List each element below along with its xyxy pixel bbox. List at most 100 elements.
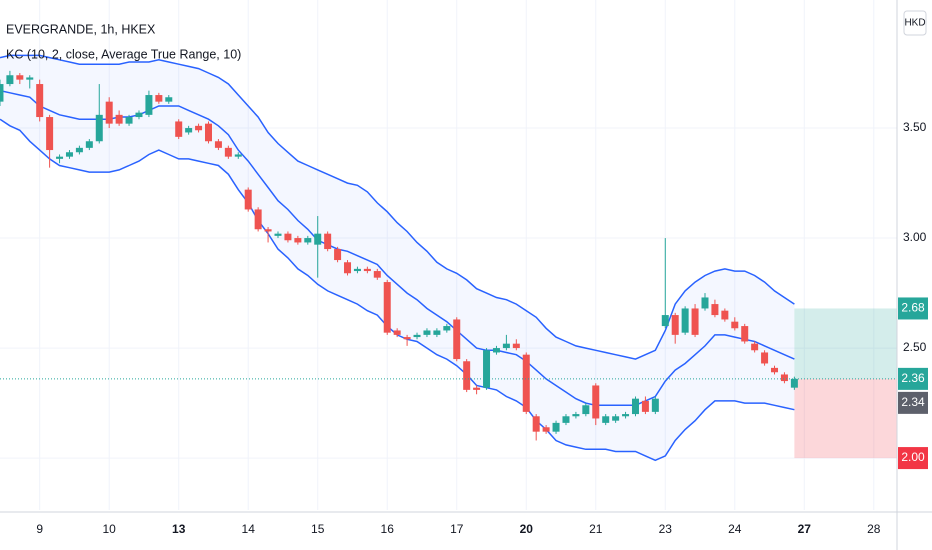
candle-body xyxy=(363,268,371,272)
candle-body xyxy=(741,326,749,342)
candle-body xyxy=(522,354,530,412)
target-zone xyxy=(794,308,897,379)
candle-body xyxy=(105,101,113,124)
candle-body xyxy=(56,156,64,159)
candle-body xyxy=(780,374,788,382)
candle-body xyxy=(204,123,212,142)
price-label: 2.34 xyxy=(901,395,925,409)
candle-body xyxy=(383,282,391,333)
x-tick-label: 10 xyxy=(103,522,117,536)
candle-body xyxy=(334,249,342,261)
candle-body xyxy=(254,209,262,230)
x-tick-label: 23 xyxy=(659,522,673,536)
y-tick-label: 2.50 xyxy=(903,340,927,354)
candle-body xyxy=(284,233,292,241)
x-tick-label: 27 xyxy=(798,522,812,536)
y-tick-label: 3.00 xyxy=(903,230,927,244)
price-label-box xyxy=(898,297,928,320)
candle-body xyxy=(244,189,252,210)
plot-area xyxy=(0,0,897,510)
candle-body xyxy=(622,414,630,417)
candle-body xyxy=(542,427,550,432)
candle-body xyxy=(532,416,540,432)
x-tick-label: 16 xyxy=(381,522,395,536)
candle-body xyxy=(353,268,361,272)
candle-body xyxy=(274,233,282,236)
symbol-title: EVERGRANDE, 1h, HKEX xyxy=(6,22,156,36)
candle-body xyxy=(304,238,312,243)
candle-body xyxy=(65,152,73,157)
candle-body xyxy=(592,385,600,419)
y-tick-label: 3.50 xyxy=(903,120,927,134)
candle-body xyxy=(125,117,133,124)
candle-body xyxy=(175,121,183,137)
x-tick-label: 28 xyxy=(867,522,881,536)
candle-body xyxy=(453,319,461,360)
candle-body xyxy=(602,416,610,423)
candle-body xyxy=(631,398,639,415)
currency: HKD xyxy=(904,18,925,29)
candle-body xyxy=(393,330,401,335)
candle-body xyxy=(572,414,580,417)
candle-body xyxy=(155,95,163,102)
candle-body xyxy=(671,315,679,335)
candle-body xyxy=(562,416,570,423)
candle-body xyxy=(294,238,302,243)
x-tick-label: 13 xyxy=(172,522,186,536)
candle-body xyxy=(403,337,411,340)
candle-body xyxy=(612,416,620,421)
candle-body xyxy=(85,141,93,148)
candle-body xyxy=(641,400,649,412)
candle-body xyxy=(731,321,739,329)
currency-box[interactable] xyxy=(903,10,927,36)
candle-body xyxy=(721,310,729,320)
candle-body xyxy=(443,326,451,331)
candle-body xyxy=(433,330,441,335)
price-label-box xyxy=(898,447,928,470)
x-tick-label: 15 xyxy=(311,522,325,536)
candle-body xyxy=(165,97,173,102)
price-label: 2.68 xyxy=(901,301,925,315)
x-tick-label: 9 xyxy=(36,522,43,536)
x-tick-label: 17 xyxy=(450,522,464,536)
candle-body xyxy=(324,233,332,250)
candle-body xyxy=(373,271,381,278)
candle-body xyxy=(16,75,24,80)
candle-body xyxy=(75,147,83,153)
candle-body xyxy=(502,343,510,349)
candle-body xyxy=(224,147,232,157)
price-label: 2.36 xyxy=(901,371,925,385)
indicator-legend: KC (10, 2, close, Average True Range, 10… xyxy=(6,47,241,61)
candle-body xyxy=(423,330,431,335)
candle-body xyxy=(26,77,34,80)
candle-body xyxy=(492,348,500,353)
candle-body xyxy=(0,84,4,102)
candle-body xyxy=(512,343,520,349)
candle-body xyxy=(552,422,560,432)
channel-basis xyxy=(0,89,795,407)
candle-body xyxy=(135,112,143,118)
candle-body xyxy=(115,114,123,124)
price-label: 2.00 xyxy=(901,450,925,464)
candle-body xyxy=(264,229,272,232)
candle-body xyxy=(651,398,659,412)
candle-body xyxy=(771,367,779,373)
x-tick-label: 24 xyxy=(728,522,742,536)
candle-body xyxy=(413,334,421,338)
x-tick-label: 21 xyxy=(589,522,603,536)
candle-body xyxy=(681,308,689,333)
candle-body xyxy=(701,297,709,309)
price-label-box xyxy=(898,391,928,414)
candle-body xyxy=(36,84,44,118)
candle-body xyxy=(463,361,471,390)
candle-body xyxy=(145,95,153,115)
candle-body xyxy=(661,315,669,327)
candle-body xyxy=(314,233,322,245)
price-label-box xyxy=(898,367,928,390)
candle-body xyxy=(46,117,54,151)
candle-body xyxy=(582,405,590,415)
x-tick-label: 20 xyxy=(520,522,534,536)
channel-fill xyxy=(0,55,795,461)
candle-body xyxy=(344,262,352,274)
